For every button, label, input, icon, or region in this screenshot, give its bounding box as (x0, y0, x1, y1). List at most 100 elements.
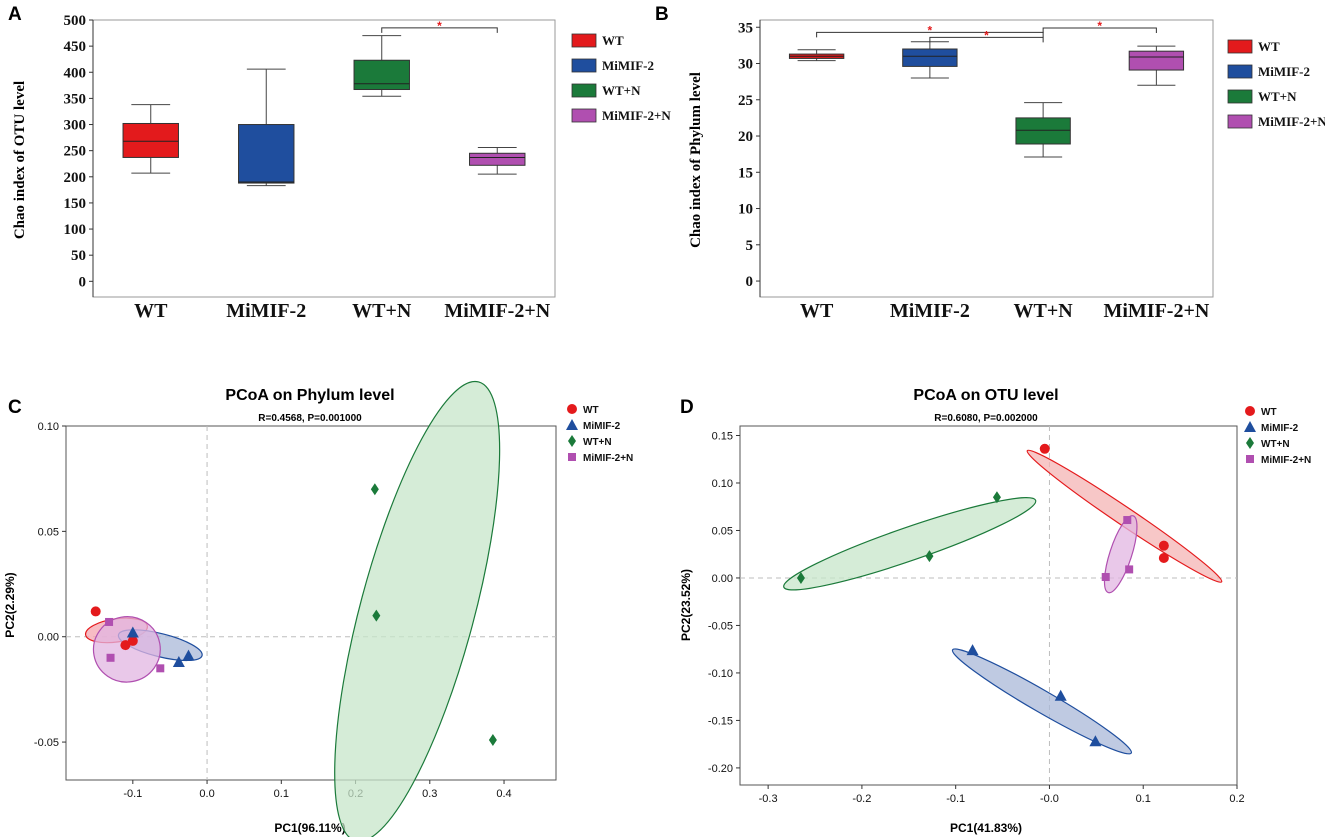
y-tick-label: -0.05 (708, 620, 733, 632)
legend-swatch (571, 33, 597, 48)
panel-d-subtitle: R=0.6080, P=0.002000 (934, 413, 1038, 424)
legend-swatch (1227, 64, 1253, 79)
y-tick-label: 0.10 (712, 478, 733, 490)
y-tick-label: 100 (64, 222, 87, 238)
point-diamond (992, 491, 1001, 504)
panel-b-legend: WT MiMIF-2 WT+N MiMIF-2+N (1227, 39, 1325, 129)
y-tick-label: 0 (79, 274, 87, 290)
box-mimif-2 (902, 48, 958, 67)
confidence-ellipse-mimif-2-n (1103, 515, 1138, 594)
y-tick-label: 250 (64, 144, 87, 160)
panel-b-label: B (655, 4, 669, 25)
legend-label: MiMIF-2 (1261, 423, 1299, 434)
panel-a: A Chao index of OTU level 0 50 100 150 200 25… (8, 4, 671, 322)
panel-c-plot: -0.10.00.10.20.30.4-0.050.000.050.10 (34, 380, 557, 837)
point-triangle (1089, 735, 1102, 747)
x-tick-label: 0.0 (199, 788, 214, 800)
panel-a-label: A (8, 4, 22, 25)
y-tick-label: 300 (64, 118, 87, 134)
panel-c-ylabel: PC2(2.29%) (3, 572, 17, 637)
x-tick-label: WT+N (1014, 300, 1074, 322)
point-triangle (1244, 421, 1256, 432)
legend-label: MiMIF-2 (583, 421, 621, 432)
significance-bracket (816, 31, 1044, 38)
y-tick-label: 0.05 (38, 526, 59, 538)
y-tick-label: 25 (738, 93, 753, 109)
point-circle (127, 635, 138, 646)
y-tick-label: 20 (738, 129, 753, 145)
panel-c-xlabel: PC1(96.11%) (274, 821, 345, 835)
point-diamond (1246, 437, 1254, 449)
legend-swatch (571, 58, 597, 73)
y-tick-label: 50 (71, 248, 86, 264)
x-tick-label: WT (800, 300, 834, 322)
point-circle (120, 640, 131, 651)
point-triangle (182, 649, 195, 661)
panel-b-plot: 0 5 10 15 20 25 30 35 WT MiMIF-2 WT+N MiMIF-2+N * * * (738, 19, 1214, 322)
point-square (105, 617, 114, 626)
significance-star: * (984, 28, 989, 42)
y-tick-label: 10 (738, 202, 753, 218)
y-tick-label: 0.00 (712, 573, 733, 585)
legend-swatch (571, 108, 597, 123)
y-tick-label: 30 (738, 57, 753, 73)
point-diamond (488, 733, 497, 746)
point-circle (1158, 540, 1169, 551)
x-tick-label: -0.1 (123, 788, 142, 800)
confidence-ellipse-wt-n (783, 497, 1037, 591)
panel-d-label: D (680, 397, 694, 418)
point-diamond (372, 609, 381, 622)
panel-c: C PCoA on Phylum level R=0.4568, P=0.001… (3, 380, 633, 837)
panel-d-legend: WT MiMIF-2 WT+N MiMIF-2+N (1244, 406, 1311, 466)
panel-d: D PCoA on OTU level R=0.6080, P=0.002000… (679, 387, 1311, 835)
y-tick-label: -0.10 (708, 668, 733, 680)
panel-b: B Chao index of Phylum level 0 5 10 15 20 25 3… (655, 4, 1325, 322)
legend-label: MiMIF-2+N (602, 108, 671, 123)
point-circle (567, 404, 577, 414)
y-tick-label: 0 (746, 274, 754, 290)
x-tick-label: MiMIF-2+N (444, 300, 550, 322)
significance-star: * (928, 23, 933, 37)
box-mimif-2 (238, 124, 295, 184)
point-square (1246, 455, 1254, 463)
point-diamond (796, 571, 805, 584)
point-triangle (126, 626, 139, 638)
point-square (568, 453, 576, 461)
x-tick-label: MiMIF-2 (226, 300, 306, 322)
legend-label: MiMIF-2 (602, 58, 654, 73)
legend-label: WT+N (583, 437, 612, 448)
point-square (1101, 573, 1110, 582)
panel-d-plot: -0.3 -0.2 -0.1 -0.0 0.1 0.2 -0.20 -0.15 -0.10 -0.… (708, 425, 1245, 805)
point-circle (1158, 553, 1169, 564)
legend-label: MiMIF-2 (1258, 64, 1310, 79)
y-tick-label: 200 (64, 170, 87, 186)
panel-b-ylabel: Chao index of Phylum level (688, 72, 704, 248)
point-circle (1245, 406, 1255, 416)
y-tick-label: 0.00 (38, 632, 59, 644)
box-wt-n (1015, 117, 1071, 145)
legend-label: MiMIF-2+N (1258, 114, 1325, 129)
panel-c-legend: WT MiMIF-2 WT+N MiMIF-2+N (566, 404, 633, 464)
significance-star: * (1097, 19, 1102, 33)
panel-a-ylabel: Chao index of OTU level (12, 81, 28, 239)
point-triangle (966, 644, 979, 656)
legend-swatch (571, 83, 597, 98)
panel-c-subtitle: R=0.4568, P=0.001000 (258, 413, 362, 424)
confidence-ellipse-wt-n (334, 380, 501, 837)
y-tick-label: 5 (746, 238, 754, 254)
legend-label: MiMIF-2+N (1261, 455, 1311, 466)
legend-label: WT+N (602, 83, 641, 98)
point-circle (1039, 443, 1050, 454)
y-tick-label: 15 (738, 165, 753, 181)
panel-a-plot: 0 50 100 150 200 250 300 350 400 450 500 WT MiMIF-2 W… (64, 13, 556, 322)
box-mimif-2-n (1128, 50, 1185, 71)
box-mimif-2-n (469, 152, 526, 166)
y-tick-label: 35 (738, 20, 753, 36)
panel-c-title: PCoA on Phylum level (225, 387, 394, 404)
x-tick-label: 0.1 (1136, 793, 1151, 805)
panel-d-xlabel: PC1(41.83%) (950, 821, 1022, 835)
legend-label: WT (602, 33, 624, 48)
legend-label: WT (583, 405, 599, 416)
x-tick-label: -0.3 (759, 793, 778, 805)
point-square (156, 664, 165, 673)
